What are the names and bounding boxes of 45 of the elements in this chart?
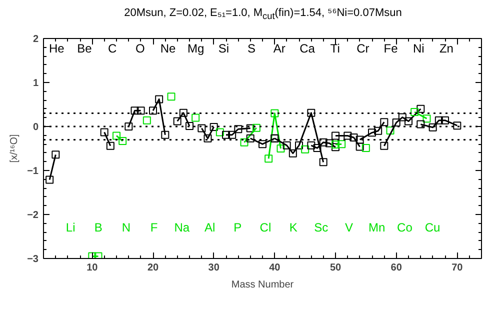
annotation: Ca: [300, 41, 316, 56]
annotation: C: [108, 41, 117, 56]
annotation: Al: [204, 220, 216, 235]
annotation: Si: [218, 41, 230, 56]
annotation: Na: [174, 220, 190, 235]
annotation: O: [136, 41, 145, 56]
annotation: Ar: [273, 41, 286, 56]
annotation: Mg: [188, 41, 204, 56]
annotation: P: [234, 220, 242, 235]
annotation: K: [289, 220, 298, 235]
annotation: Cl: [260, 220, 272, 235]
y-tick-label: 1: [32, 78, 39, 89]
annotation: Ti: [330, 41, 340, 56]
y-tick-label: 2: [32, 34, 39, 45]
annotation: Be: [77, 41, 92, 56]
annotation: Zn: [439, 41, 454, 56]
annotation: B: [94, 220, 102, 235]
annotation: V: [345, 220, 354, 235]
annotation: F: [150, 220, 158, 235]
x-tick-label: 10: [86, 262, 98, 274]
annotation: S: [248, 41, 256, 56]
annotation: N: [122, 220, 131, 235]
x-tick-label: 70: [452, 262, 464, 274]
annotation: Ne: [160, 41, 176, 56]
annotation: Sc: [314, 220, 328, 235]
x-axis-title: Mass Number: [231, 280, 294, 290]
x-tick-label: 40: [269, 262, 281, 274]
annotation: Mn: [368, 220, 386, 235]
annotation: He: [48, 41, 65, 56]
y-tick-label: −2: [27, 210, 39, 221]
annotation: Cu: [424, 220, 440, 235]
annotation: Fe: [384, 41, 398, 56]
x-tick-label: 60: [390, 262, 402, 274]
y-axis-title: [x/¹⁶O]: [9, 134, 20, 163]
y-tick-label: 0: [32, 122, 39, 133]
x-tick-label: 30: [208, 262, 220, 274]
annotation: Ni: [412, 41, 424, 56]
chart-title: 20Msun, Z=0.02, E₅₁=1.0, M$_{cut}$(fin)=1.54, ⁵⁶Ni=0.07Msun: [123, 6, 403, 24]
x-tick-label: 20: [147, 262, 159, 274]
annotation: Cr: [356, 41, 370, 56]
annotation: Co: [397, 220, 413, 235]
y-tick-label: −1: [27, 166, 39, 177]
annotation: Li: [66, 220, 76, 235]
x-tick-label: 50: [330, 262, 342, 274]
y-tick-label: −3: [27, 254, 39, 265]
